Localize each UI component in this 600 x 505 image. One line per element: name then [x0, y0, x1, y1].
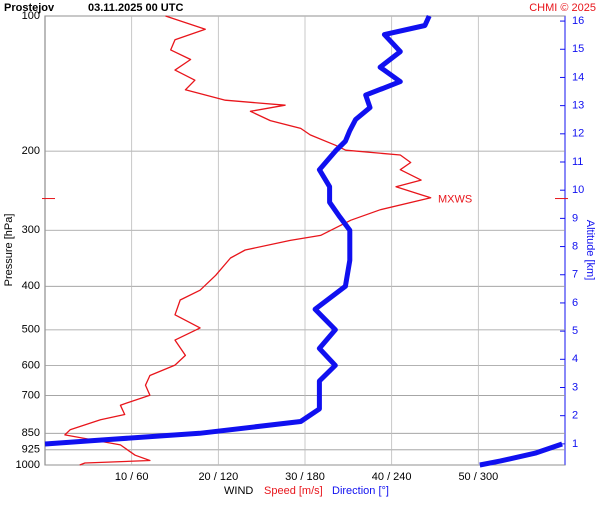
y-tick-label: 200: [22, 145, 40, 157]
y-tick-label: 925: [22, 444, 40, 456]
y-tick-label: 700: [22, 389, 40, 401]
x-tick-label: 10 / 60: [115, 471, 149, 483]
y-tick-label: 1000: [16, 459, 40, 471]
y2-tick-label: 15: [572, 43, 584, 55]
y2-tick-label: 2: [572, 410, 578, 422]
y-tick-label: 100: [22, 10, 40, 22]
y2-tick-label: 6: [572, 297, 578, 309]
y2-axis-label: Altitude [km]: [584, 220, 596, 281]
y-tick-label: 500: [22, 324, 40, 336]
y-axis-label: Pressure [hPa]: [3, 214, 15, 287]
y2-tick-label: 16: [572, 15, 584, 27]
y2-tick-label: 11: [572, 156, 583, 168]
x-tick-label: 50 / 300: [458, 471, 498, 483]
y2-tick-label: 13: [572, 100, 584, 112]
credit: CHMI © 2025: [529, 2, 596, 14]
y2-tick-label: 5: [572, 325, 578, 337]
x-axis-label-direction: Direction [°]: [332, 485, 389, 497]
y2-tick-label: 14: [572, 71, 584, 83]
data-line: [44, 14, 563, 468]
y2-tick-label: 3: [572, 381, 578, 393]
y2-tick-label: 9: [572, 212, 578, 224]
data-line: [64, 15, 432, 466]
y-tick-label: 600: [22, 359, 40, 371]
y2-tick-label: 7: [572, 269, 578, 281]
y-tick-label: 400: [22, 280, 40, 292]
x-axis-label-speed: Speed [m/s]: [264, 485, 323, 497]
y-tick-label: 850: [22, 427, 40, 439]
chart-title: Prostejov: [4, 2, 55, 14]
x-axis-label: WIND: [224, 485, 253, 497]
y2-tick-label: 1: [572, 438, 578, 450]
y2-tick-label: 12: [572, 128, 584, 140]
annotation: MXWS: [438, 193, 472, 205]
x-tick-label: 20 / 120: [198, 471, 238, 483]
x-tick-label: 40 / 240: [372, 471, 412, 483]
x-tick-label: 30 / 180: [285, 471, 325, 483]
y2-tick-label: 4: [572, 353, 578, 365]
y2-tick-label: 8: [572, 240, 578, 252]
y2-tick-label: 10: [572, 184, 584, 196]
chart-subtitle: 03.11.2025 00 UTC: [88, 2, 183, 14]
y-tick-label: 300: [22, 224, 40, 236]
